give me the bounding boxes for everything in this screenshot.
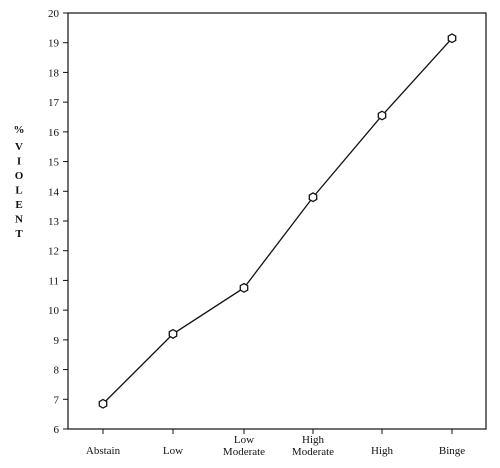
y-tick-label: 15	[48, 157, 60, 169]
y-tick-label: 10	[48, 305, 60, 317]
y-tick-label: 11	[48, 275, 59, 287]
y-axis-label-char: I	[17, 156, 21, 168]
plot-frame	[67, 12, 487, 430]
y-axis-ticks: 6 7 8 9 10 11 12 13 14 15 16 17 18 19 20	[48, 8, 68, 436]
y-axis-label-char: %	[14, 124, 25, 136]
x-tick-label: High	[371, 445, 394, 457]
data-point-marker	[98, 398, 108, 409]
y-tick-label: 7	[54, 394, 60, 406]
y-axis-label-char: T	[15, 228, 23, 240]
y-axis-label-char: L	[15, 185, 22, 197]
series-group	[98, 33, 457, 409]
x-tick-label: Binge	[439, 445, 465, 457]
y-tick-label: 17	[48, 97, 60, 109]
x-tick-label: Low	[163, 445, 183, 457]
y-axis-label-char: O	[15, 170, 24, 182]
y-tick-label: 13	[48, 216, 60, 228]
y-tick-label: 19	[48, 38, 60, 50]
y-tick-label: 20	[48, 8, 60, 20]
x-tick-label: Low Moderate	[223, 434, 265, 458]
y-axis-label-char: V	[15, 141, 23, 153]
y-axis-label-char: N	[15, 214, 23, 226]
data-point-marker	[308, 192, 318, 203]
chart-axes	[67, 12, 487, 430]
series-line	[102, 37, 453, 405]
data-point-marker	[239, 282, 249, 293]
x-tick-label: Abstain	[86, 445, 121, 457]
y-axis-label-char: E	[15, 199, 22, 211]
y-tick-label: 12	[48, 246, 59, 258]
y-tick-label: 8	[54, 365, 60, 377]
data-point-marker	[168, 328, 178, 339]
data-point-marker	[377, 110, 387, 121]
y-tick-label: 16	[48, 127, 60, 139]
y-tick-label: 14	[48, 186, 60, 198]
y-tick-label: 9	[54, 335, 60, 347]
x-tick-label: High Moderate	[292, 434, 334, 458]
y-tick-label: 6	[54, 424, 60, 436]
data-point-marker	[447, 33, 457, 44]
x-axis-ticks: Abstain Low Low Moderate High Moderate High Bin…	[86, 429, 465, 458]
y-tick-label: 18	[48, 67, 60, 79]
